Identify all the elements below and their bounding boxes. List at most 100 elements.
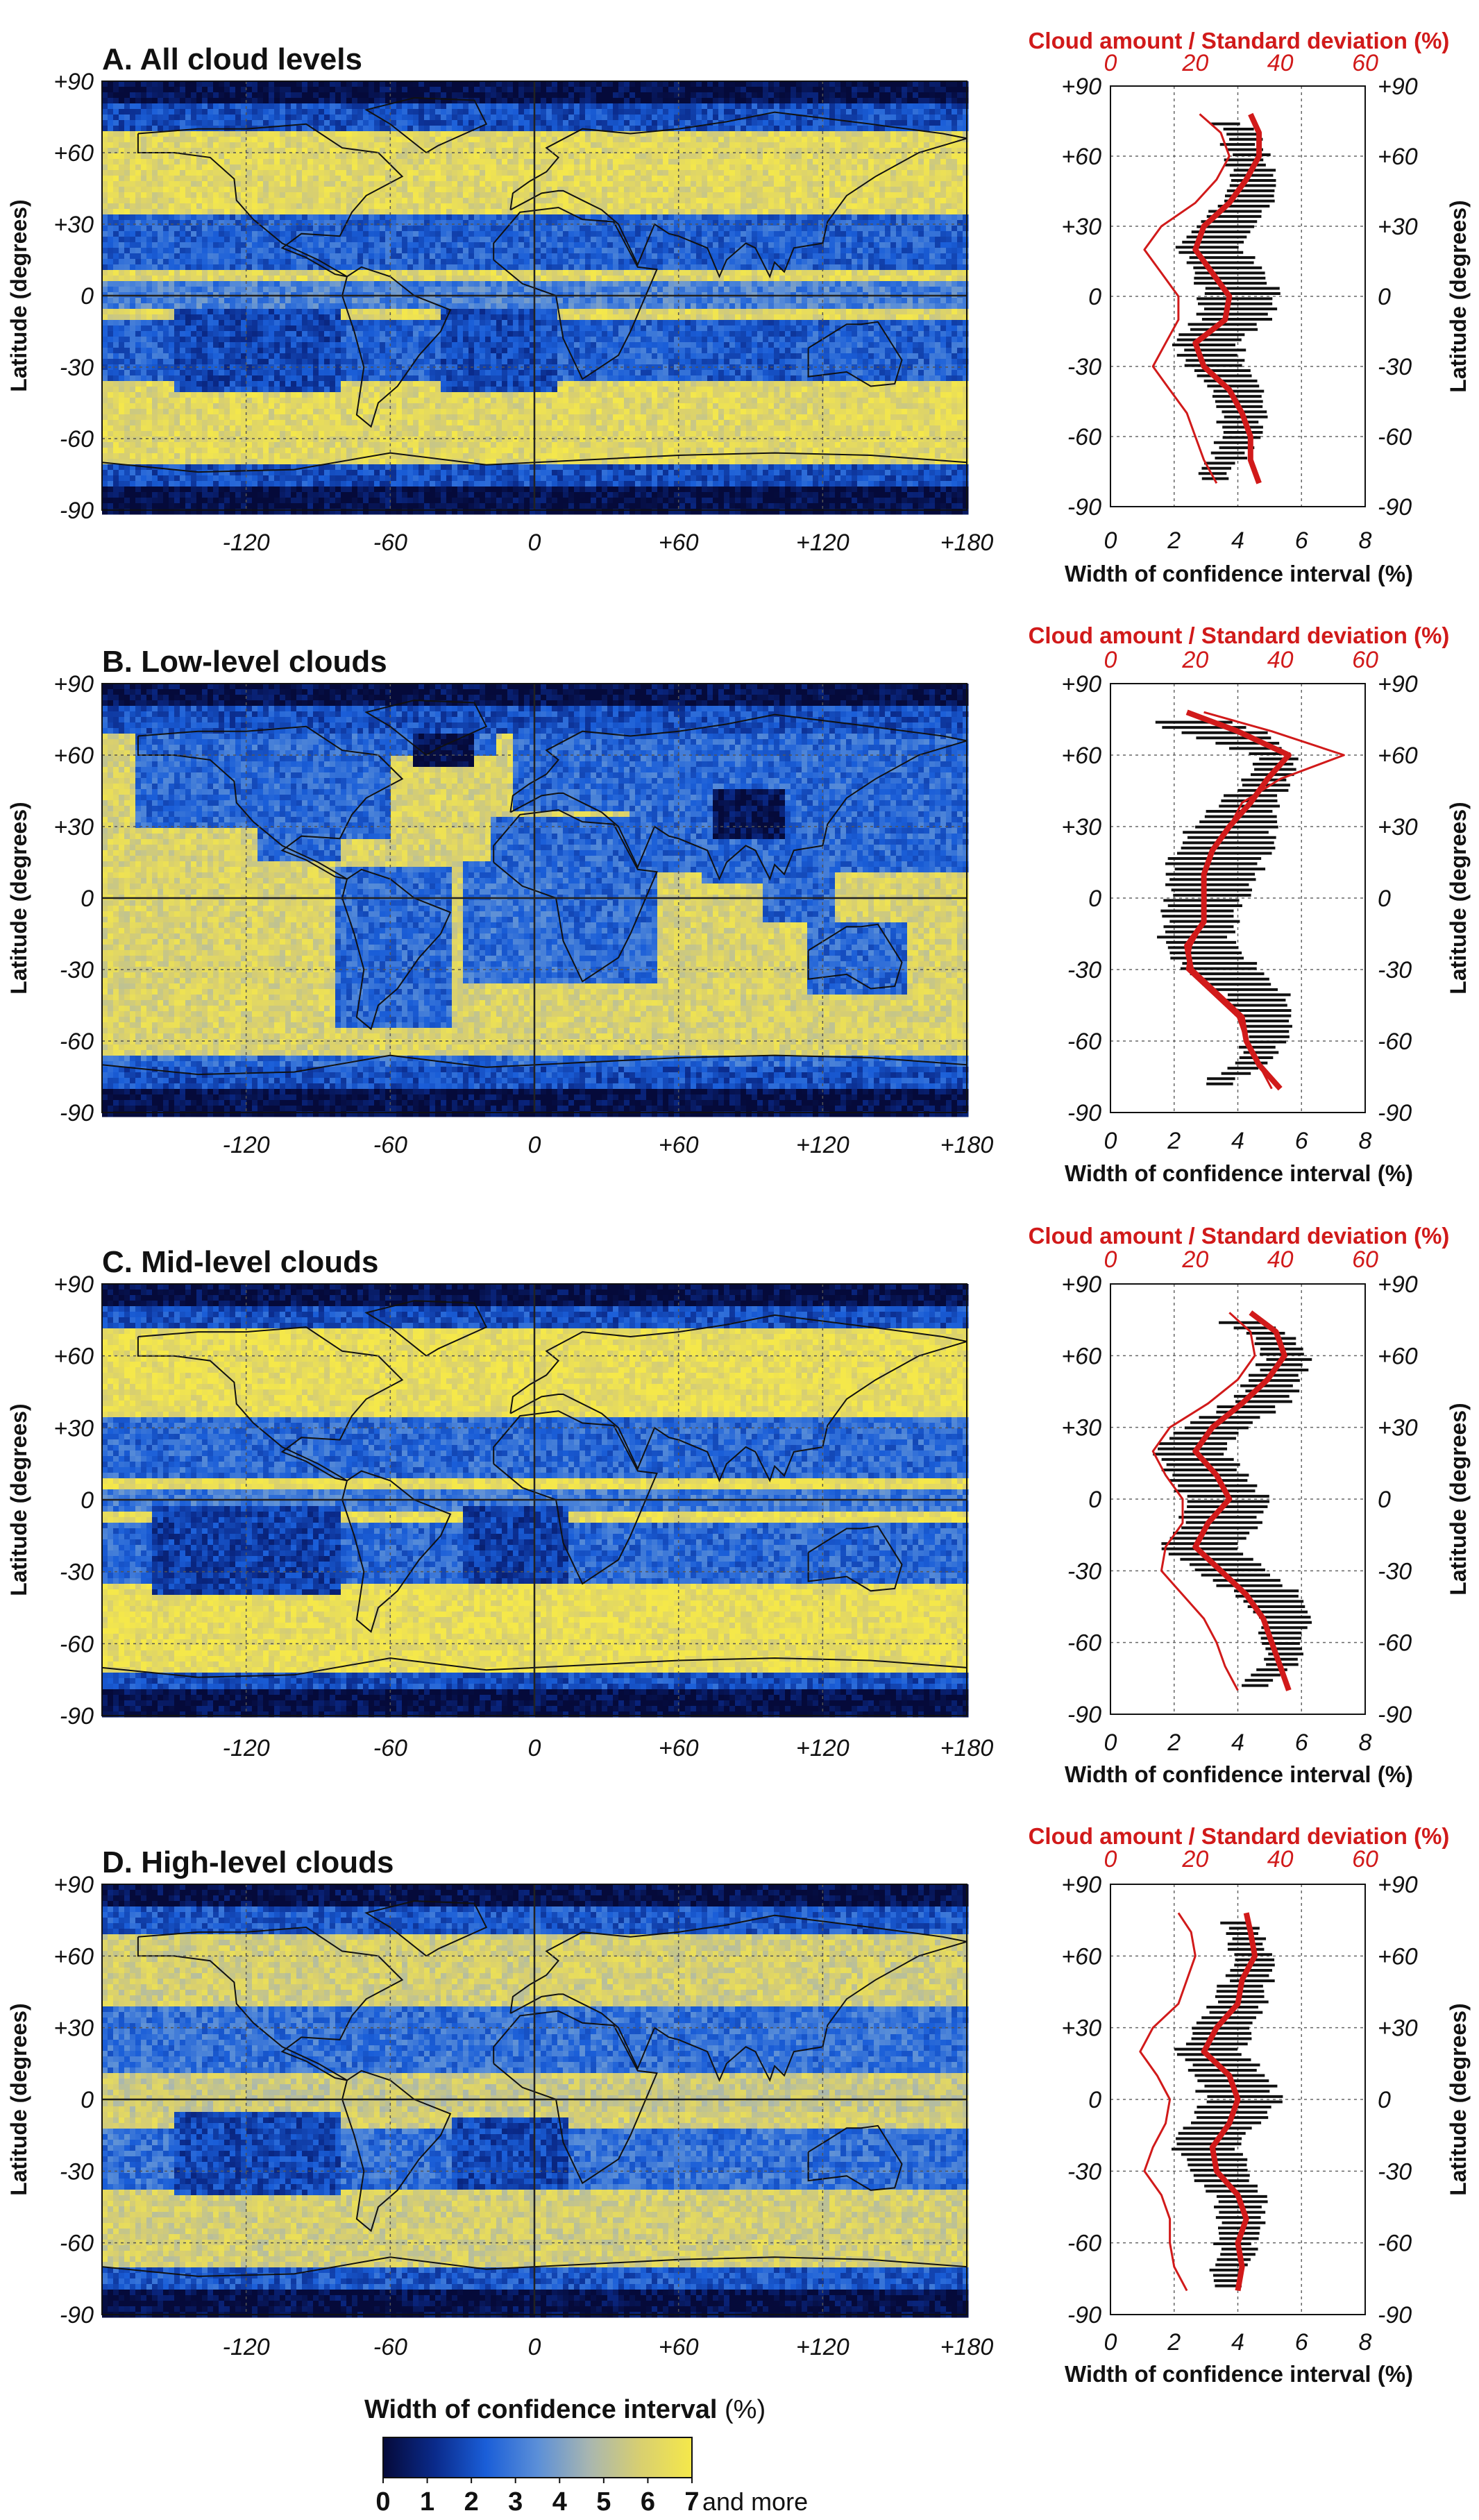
heatmap-cell <box>363 137 369 143</box>
heatmap-cell <box>219 109 225 115</box>
heatmap-cell <box>563 142 569 149</box>
heatmap-cell <box>130 87 136 93</box>
heatmap-cell <box>391 153 397 160</box>
heatmap-cell <box>113 176 119 182</box>
heatmap-cell <box>407 81 414 87</box>
heatmap-cell <box>291 115 297 121</box>
heatmap-cell <box>735 120 741 126</box>
heatmap-cell <box>146 170 153 176</box>
heatmap-cell <box>890 87 897 93</box>
heatmap-cell <box>685 103 691 110</box>
heatmap-cell <box>324 159 330 165</box>
heatmap-cell <box>152 81 158 87</box>
heatmap-cell <box>141 126 147 132</box>
heatmap-cell <box>791 126 797 132</box>
heatmap-cell <box>430 131 436 137</box>
heatmap-cell <box>252 153 258 160</box>
heatmap-cell <box>729 137 736 143</box>
heatmap-cell <box>874 164 880 171</box>
heatmap-cell <box>130 153 136 160</box>
heatmap-cell <box>718 92 725 99</box>
heatmap-cell <box>963 153 969 160</box>
heatmap-cell <box>835 98 841 104</box>
heatmap-cell <box>618 126 625 132</box>
heatmap-cell <box>335 115 341 121</box>
heatmap-cell <box>702 87 708 93</box>
heatmap-cell <box>507 164 514 171</box>
heatmap-cell <box>935 137 941 143</box>
heatmap-cell <box>668 120 675 126</box>
heatmap-cell <box>196 176 203 182</box>
heatmap-cell <box>696 142 702 149</box>
heatmap-cell <box>485 176 491 182</box>
heatmap-cell <box>269 98 275 104</box>
heatmap-cell <box>546 137 552 143</box>
heatmap-cell <box>124 164 130 171</box>
heatmap-cell <box>846 87 852 93</box>
heatmap-cell <box>957 109 963 115</box>
heatmap-cell <box>257 103 264 110</box>
heatmap-cell <box>402 103 408 110</box>
heatmap-cell <box>618 103 625 110</box>
heatmap-cell <box>502 131 508 137</box>
heatmap-cell <box>940 109 947 115</box>
heatmap-cell <box>818 142 825 149</box>
heatmap-cell <box>135 92 142 99</box>
heatmap-cell <box>791 120 797 126</box>
heatmap-cell <box>163 164 169 171</box>
heatmap-cell <box>657 87 664 93</box>
heatmap-cell <box>524 137 530 143</box>
heatmap-cell <box>657 137 664 143</box>
heatmap-cell <box>291 87 297 93</box>
heatmap-cell <box>346 115 353 121</box>
heatmap-cell <box>346 120 353 126</box>
heatmap-cell <box>513 120 519 126</box>
heatmap-cell <box>552 103 558 110</box>
heatmap-cell <box>574 87 580 93</box>
heatmap-cell <box>346 164 353 171</box>
heatmap-cell <box>702 98 708 104</box>
heatmap-cell <box>357 142 364 149</box>
heatmap-cell <box>435 176 441 182</box>
heatmap-cell <box>141 109 147 115</box>
heatmap-cell <box>857 137 863 143</box>
heatmap-cell <box>952 115 958 121</box>
heatmap-cell <box>835 176 841 182</box>
heatmap-cell <box>158 176 164 182</box>
heatmap-cell <box>879 137 886 143</box>
heatmap-cell <box>546 98 552 104</box>
heatmap-cell <box>502 98 508 104</box>
heatmap-cell <box>663 103 669 110</box>
heatmap-cell <box>119 98 125 104</box>
heatmap-cell <box>135 98 142 104</box>
heatmap-cell <box>202 159 208 165</box>
heatmap-cell <box>135 126 142 132</box>
heatmap-cell <box>313 115 319 121</box>
heatmap-cell <box>785 92 791 99</box>
heatmap-cell <box>768 181 775 187</box>
heatmap-cell <box>924 176 930 182</box>
heatmap-cell <box>169 131 175 137</box>
heatmap-cell <box>618 81 625 87</box>
heatmap-cell <box>202 103 208 110</box>
heatmap-cell <box>435 109 441 115</box>
heatmap-cell <box>652 115 658 121</box>
heatmap-cell <box>307 81 314 87</box>
heatmap-cell <box>607 170 614 176</box>
heatmap-cell <box>896 87 902 93</box>
heatmap-cell <box>257 159 264 165</box>
heatmap-cell <box>902 87 908 93</box>
heatmap-cell <box>541 137 547 143</box>
heatmap-cell <box>191 176 197 182</box>
heatmap-cell <box>735 153 741 160</box>
heatmap-cell <box>890 81 897 87</box>
heatmap-cell <box>779 176 786 182</box>
heatmap-cell <box>491 181 497 187</box>
heatmap-cell <box>141 120 147 126</box>
heatmap-cell <box>752 153 758 160</box>
heatmap-cell <box>163 98 169 104</box>
heatmap-cell <box>235 115 242 121</box>
heatmap-cell <box>763 159 769 165</box>
heatmap-cell <box>535 109 541 115</box>
heatmap-cell <box>763 164 769 171</box>
